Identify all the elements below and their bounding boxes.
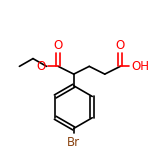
Text: OH: OH [131, 60, 149, 73]
Text: Br: Br [67, 136, 80, 149]
Text: O: O [116, 39, 125, 52]
Text: O: O [36, 60, 46, 73]
Text: O: O [54, 39, 63, 52]
